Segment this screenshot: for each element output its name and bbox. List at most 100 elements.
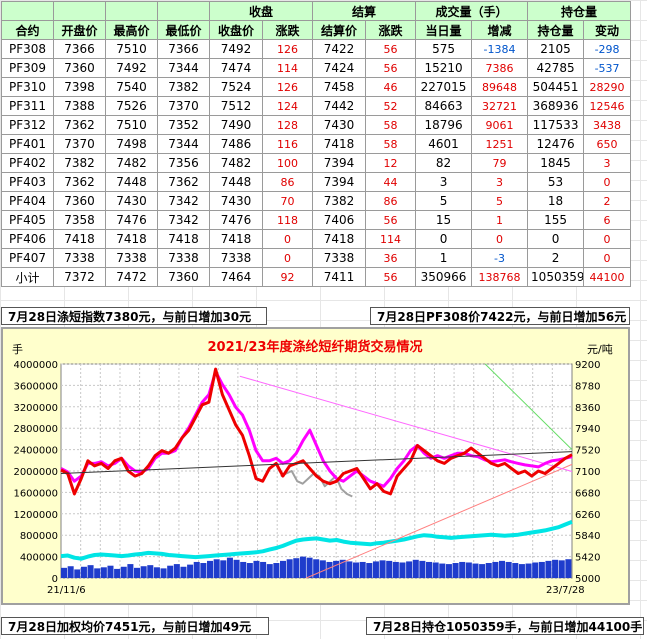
cell-contract[interactable]: PF404 (1, 191, 54, 211)
col-header-close-change[interactable]: 涨跌 (261, 20, 314, 40)
cell-oi-change[interactable]: -298 (583, 39, 632, 59)
cell-open-interest[interactable]: 1050359 (527, 267, 585, 287)
cell-volume-change[interactable]: 1251 (471, 134, 529, 154)
banner-index[interactable]: 7月28日涤短指数7380元，与前日增加30元 (1, 307, 267, 325)
cell-close-change[interactable]: 100 (261, 153, 314, 173)
cell-open[interactable]: 7360 (53, 191, 106, 211)
cell-contract[interactable]: PF402 (1, 153, 54, 173)
cell-open-interest[interactable]: 117533 (527, 115, 585, 135)
banner-open-interest[interactable]: 7月28日持仓1050359手，与前日增加44100手 (366, 617, 644, 635)
cell-open-interest[interactable]: 53 (527, 172, 585, 192)
cell-settle-change[interactable]: 86 (365, 191, 417, 211)
cell-open-interest[interactable]: 12476 (527, 134, 585, 154)
col-header-volume[interactable]: 当日量 (415, 20, 473, 40)
cell-oi-change[interactable]: 2 (583, 191, 632, 211)
cell-close-change[interactable]: 116 (261, 134, 314, 154)
col-header-close[interactable]: 收盘价 (209, 20, 263, 40)
cell-oi-change[interactable]: 44100 (583, 267, 632, 287)
cell-oi-change[interactable]: 0 (583, 248, 632, 268)
col-header-settle-change[interactable]: 涨跌 (365, 20, 417, 40)
cell-open[interactable]: 7388 (53, 96, 106, 116)
cell-high[interactable]: 7472 (105, 267, 158, 287)
cell-volume-change[interactable]: 5 (471, 191, 529, 211)
cell-close[interactable]: 7524 (209, 77, 263, 97)
cell-settle-change[interactable]: 52 (365, 96, 417, 116)
cell-settle-change[interactable]: 58 (365, 115, 417, 135)
cell-volume[interactable]: 575 (415, 39, 473, 59)
cell-volume[interactable]: 1 (415, 248, 473, 268)
cell-settle-change[interactable]: 12 (365, 153, 417, 173)
banner-pf308[interactable]: 7月28日PF308价7422元，与前日增加56元 (370, 307, 630, 325)
col-header-open[interactable]: 开盘价 (53, 20, 106, 40)
cell-settle[interactable]: 7442 (312, 96, 367, 116)
cell-close-change[interactable]: 126 (261, 39, 314, 59)
cell-contract[interactable]: 小计 (1, 267, 54, 287)
cell-volume-change[interactable]: 1 (471, 210, 529, 230)
cell-low[interactable]: 7382 (157, 77, 210, 97)
col-header-settle[interactable]: 结算价 (312, 20, 367, 40)
cell-contract[interactable]: PF308 (1, 39, 54, 59)
cell-open-interest[interactable]: 1845 (527, 153, 585, 173)
header-chicang[interactable]: 持仓量 (527, 1, 632, 21)
cell-open[interactable]: 7382 (53, 153, 106, 173)
cell-close[interactable]: 7476 (209, 210, 263, 230)
cell-volume-change[interactable]: 3 (471, 172, 529, 192)
cell-settle[interactable]: 7338 (312, 248, 367, 268)
cell-settle-change[interactable]: 44 (365, 172, 417, 192)
col-header-volume-change[interactable]: 增减 (471, 20, 529, 40)
cell-open-interest[interactable]: 2 (527, 248, 585, 268)
cell-volume[interactable]: 18796 (415, 115, 473, 135)
cell-open-interest[interactable]: 2105 (527, 39, 585, 59)
cell-oi-change[interactable]: -537 (583, 58, 632, 78)
cell-close-change[interactable]: 114 (261, 58, 314, 78)
cell-oi-change[interactable]: 0 (583, 172, 632, 192)
cell-open[interactable]: 7362 (53, 115, 106, 135)
cell-volume[interactable]: 3 (415, 172, 473, 192)
cell-close-change[interactable]: 126 (261, 77, 314, 97)
cell-contract[interactable]: PF310 (1, 77, 54, 97)
cell-contract[interactable]: PF406 (1, 229, 54, 249)
cell-settle[interactable]: 7394 (312, 172, 367, 192)
cell-close-change[interactable]: 124 (261, 96, 314, 116)
cell-low[interactable]: 7418 (157, 229, 210, 249)
cell-close-change[interactable]: 92 (261, 267, 314, 287)
cell-volume-change[interactable]: 138768 (471, 267, 529, 287)
cell-volume[interactable]: 84663 (415, 96, 473, 116)
cell-open[interactable]: 7398 (53, 77, 106, 97)
cell-contract[interactable]: PF407 (1, 248, 54, 268)
cell-settle[interactable]: 7394 (312, 153, 367, 173)
cell-low[interactable]: 7338 (157, 248, 210, 268)
cell-volume[interactable]: 0 (415, 229, 473, 249)
col-header-oi-change[interactable]: 变动 (583, 20, 632, 40)
cell-high[interactable]: 7430 (105, 191, 158, 211)
cell-oi-change[interactable]: 3 (583, 153, 632, 173)
cell-close[interactable]: 7430 (209, 191, 263, 211)
cell-open-interest[interactable]: 42785 (527, 58, 585, 78)
cell-settle[interactable]: 7430 (312, 115, 367, 135)
col-header-open-interest[interactable]: 持仓量 (527, 20, 585, 40)
cell-settle-change[interactable]: 56 (365, 210, 417, 230)
cell-contract[interactable]: PF312 (1, 115, 54, 135)
cell-contract[interactable]: PF401 (1, 134, 54, 154)
col-header-high[interactable]: 最高价 (105, 20, 158, 40)
cell-volume-change[interactable]: 89648 (471, 77, 529, 97)
cell-volume-change[interactable]: 79 (471, 153, 529, 173)
cell-high[interactable]: 7338 (105, 248, 158, 268)
col-header-contract[interactable]: 合约 (1, 20, 54, 40)
cell-open-interest[interactable]: 18 (527, 191, 585, 211)
cell-volume-change[interactable]: 0 (471, 229, 529, 249)
cell-oi-change[interactable]: 12546 (583, 96, 632, 116)
cell-open[interactable]: 7418 (53, 229, 106, 249)
cell-low[interactable]: 7360 (157, 267, 210, 287)
cell-settle[interactable]: 7418 (312, 229, 367, 249)
cell-settle[interactable]: 7458 (312, 77, 367, 97)
cell-open-interest[interactable]: 155 (527, 210, 585, 230)
cell-volume[interactable]: 227015 (415, 77, 473, 97)
cell-high[interactable]: 7526 (105, 96, 158, 116)
header-jiesuan[interactable]: 结算 (312, 1, 417, 21)
cell-volume-change[interactable]: 9061 (471, 115, 529, 135)
cell-open-interest[interactable]: 368936 (527, 96, 585, 116)
cell-high[interactable]: 7540 (105, 77, 158, 97)
cell-settle-change[interactable]: 56 (365, 39, 417, 59)
cell-volume[interactable]: 5 (415, 191, 473, 211)
